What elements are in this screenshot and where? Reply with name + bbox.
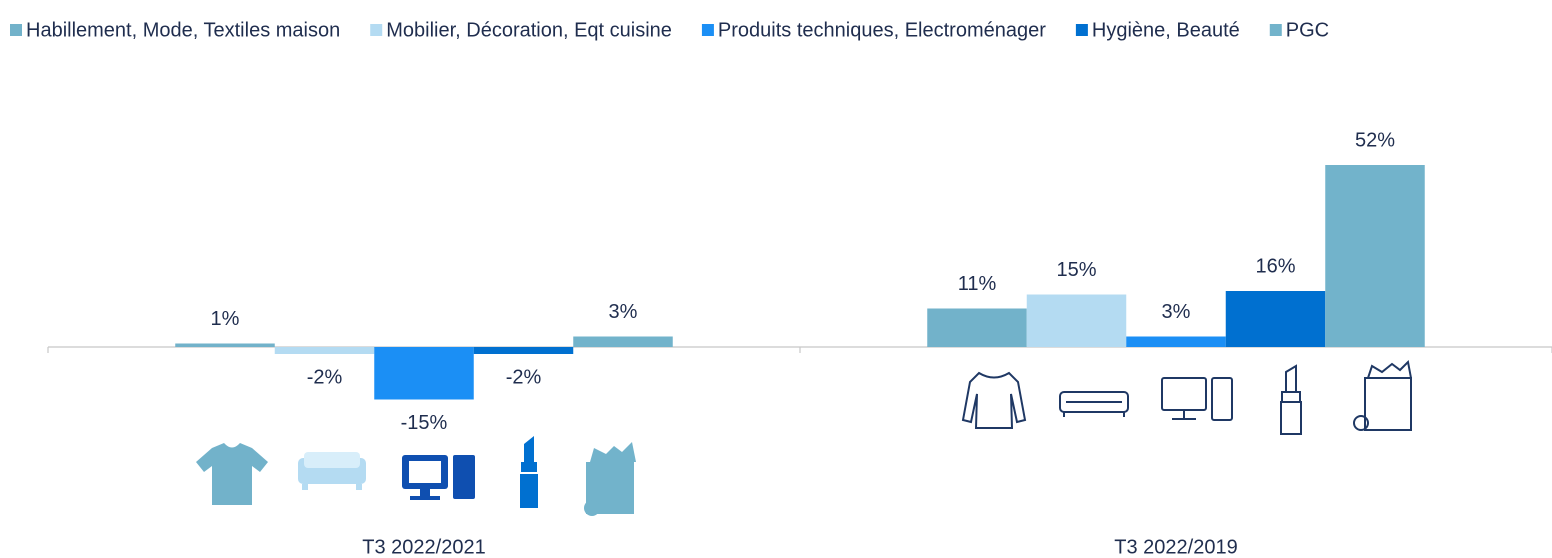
icon-grocery	[584, 442, 636, 516]
icons	[196, 359, 1412, 516]
icon-computer	[402, 455, 475, 500]
legend-label: PGC	[1286, 19, 1329, 41]
bar	[927, 308, 1027, 347]
icon-computer-outline	[1161, 377, 1233, 421]
legend-label: Habillement, Mode, Textiles maison	[26, 19, 340, 41]
icon-lipstick-outline	[1280, 364, 1302, 435]
bar	[473, 347, 574, 354]
icon-lipstick	[520, 436, 538, 508]
icon-shirt	[196, 443, 268, 505]
icon-sweater	[961, 371, 1027, 429]
legend-marker	[10, 24, 22, 36]
data-label: 3%	[609, 301, 638, 323]
bar	[175, 343, 275, 347]
icon-sofa-outline	[1059, 391, 1129, 417]
legend-label: Hygiène, Beauté	[1092, 19, 1240, 41]
legend-marker	[1075, 24, 1088, 36]
bar	[274, 347, 375, 354]
data-label: -2%	[506, 366, 542, 388]
legend-marker	[370, 24, 383, 36]
bar	[1325, 165, 1425, 347]
bar	[1126, 336, 1226, 347]
x-tick-label: T3 2022/2021	[362, 536, 485, 558]
legend-marker	[1269, 24, 1282, 36]
legend-label: Mobilier, Décoration, Eqt cuisine	[386, 19, 672, 41]
bar	[573, 336, 673, 347]
data-label: 11%	[958, 273, 997, 295]
data-label: 16%	[1255, 255, 1295, 277]
icon-grocery-outline	[1353, 359, 1412, 431]
bar	[374, 347, 474, 400]
data-label: -2%	[307, 366, 343, 388]
data-label: 1%	[211, 308, 240, 330]
data-label: -15%	[401, 412, 448, 434]
bar	[1026, 294, 1127, 347]
data-label: 15%	[1056, 259, 1096, 281]
bar	[1225, 291, 1326, 347]
legend-marker	[701, 24, 714, 36]
data-label: 52%	[1355, 129, 1395, 151]
legend-label: Produits techniques, Electroménager	[718, 19, 1046, 41]
data-label: 3%	[1162, 301, 1191, 323]
x-tick-label: T3 2022/2019	[1114, 536, 1237, 558]
icon-sofa	[298, 452, 366, 490]
